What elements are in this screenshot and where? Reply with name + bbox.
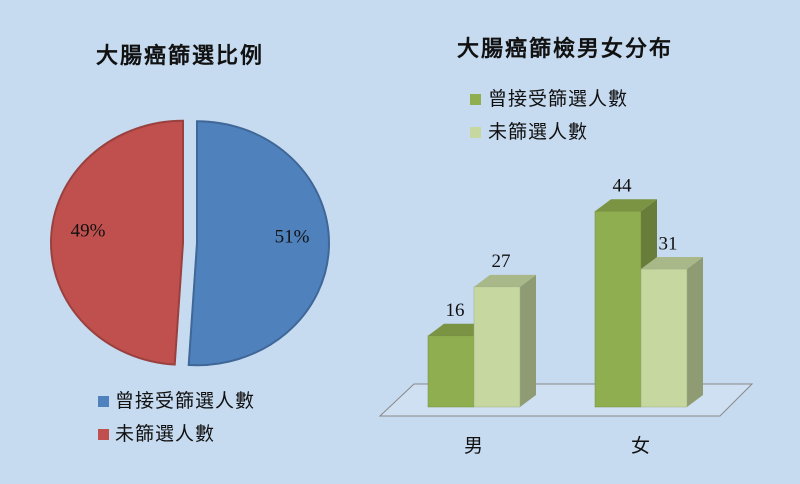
legend-swatch [98,396,109,407]
chart-title: 大腸癌篩選比例 [96,43,264,69]
legend-label: 曾接受篩選人數 [115,390,255,412]
bar-side [520,274,536,407]
bar [427,335,475,408]
data-label: 51% [275,226,310,247]
bar [594,210,642,408]
bar [640,268,688,408]
chart-title: 大腸癌篩檢男女分布 [457,36,673,62]
legend-swatch [470,127,481,138]
data-label: 31 [659,233,678,254]
data-label: 16 [446,300,465,321]
data-label: 27 [492,251,511,272]
bar-top [474,274,536,287]
bar-top [595,199,657,212]
x-tick-label: 男 [464,435,484,457]
pie-slice [50,119,185,366]
legend-label: 未篩選人數 [488,121,588,143]
bar-side [687,257,703,407]
bar-top [641,257,703,270]
legend-label: 曾接受篩選人數 [488,88,628,110]
legend-swatch [98,429,109,440]
x-tick-label: 女 [631,435,651,457]
data-label: 44 [613,176,633,197]
legend-swatch [470,94,481,105]
bar [473,286,521,408]
legend-label: 未篩選人數 [115,423,215,445]
pie-slice [187,120,330,367]
data-label: 49% [71,220,106,241]
